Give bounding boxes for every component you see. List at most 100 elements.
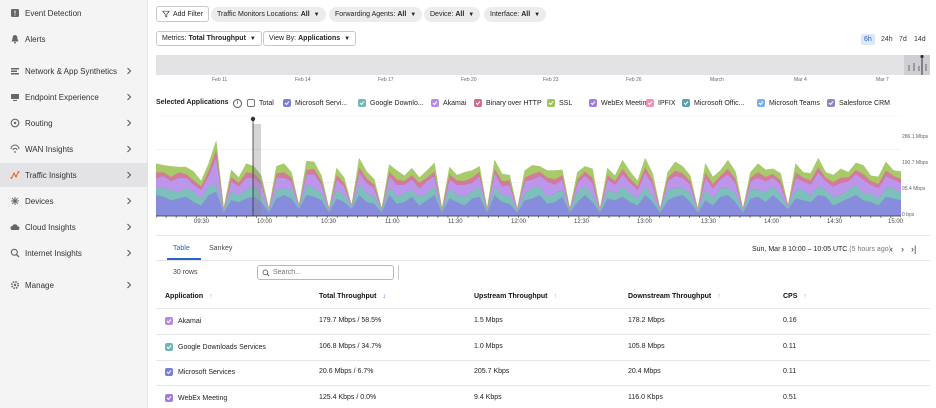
checkbox-icon[interactable]: [757, 99, 765, 107]
x-tick-label: 11:30: [448, 219, 463, 225]
cell-text: 0.11: [783, 368, 797, 375]
sidebar-item-label: Cloud Insights: [25, 222, 76, 232]
overview-tick: March: [710, 77, 724, 83]
sidebar-item-label: Routing: [25, 118, 53, 128]
column-header-upstream-throughput[interactable]: Upstream Throughput ↑: [474, 293, 557, 300]
tab-sankey[interactable]: Sankey: [209, 245, 233, 252]
table-row-application[interactable]: WebEx Meeting: [165, 394, 227, 402]
checkbox-icon[interactable]: [358, 99, 366, 107]
next-arrow-icon[interactable]: ›: [901, 244, 904, 254]
checkbox-icon[interactable]: [431, 99, 439, 107]
checkbox-icon[interactable]: [165, 368, 173, 376]
caret-down-icon: ▼: [344, 35, 351, 42]
legend-item[interactable]: Total: [247, 99, 274, 107]
legend-label: Binary over HTTP: [486, 99, 542, 107]
legend-item[interactable]: Akamai: [431, 99, 466, 107]
info-icon[interactable]: i: [233, 99, 242, 108]
table-row-application[interactable]: Microsoft Services: [165, 368, 235, 376]
checkbox-icon[interactable]: [682, 99, 690, 107]
table-row-application[interactable]: Google Downloads Services: [165, 343, 266, 351]
time-range-7d[interactable]: 7d: [899, 36, 907, 43]
overview-timeline[interactable]: [156, 54, 930, 75]
series-area-4[interactable]: [156, 140, 901, 210]
legend-item[interactable]: SSL: [547, 99, 572, 107]
x-tick-label: 12:30: [574, 219, 590, 225]
filter-chip-traffic-monitors[interactable]: Traffic Monitors Locations: All ▼: [211, 7, 326, 22]
prev-arrow-icon[interactable]: ‹: [890, 244, 893, 254]
search-field[interactable]: [257, 265, 394, 280]
x-tick-label: 10:00: [257, 219, 273, 225]
time-range-14d[interactable]: 14d: [914, 36, 926, 43]
time-window-label: Sun, Mar 8 10:00 – 10:05 UTC (5 hours ag…: [752, 246, 891, 253]
checkbox-icon[interactable]: [646, 99, 654, 107]
legend-item[interactable]: Binary over HTTP: [474, 99, 542, 107]
add-filter-button[interactable]: Add Filter: [156, 6, 209, 22]
sidebar-item-alerts[interactable]: Alerts: [0, 27, 148, 51]
sidebar-item-event-detection[interactable]: Event Detection: [0, 1, 148, 25]
checkbox-icon[interactable]: [283, 99, 291, 107]
x-tick-label: 14:00: [764, 219, 780, 225]
checkbox-icon[interactable]: [247, 99, 255, 107]
table-cell: 1.0 Mbps: [474, 343, 503, 350]
cell-text: 20.6 Mbps / 6.7%: [319, 368, 374, 375]
column-header-cps[interactable]: CPS ↑: [783, 293, 807, 300]
legend-item[interactable]: Salesforce CRM: [827, 99, 890, 107]
checkbox-icon[interactable]: [165, 317, 173, 325]
sidebar-item-cloud-insights[interactable]: Cloud Insights: [0, 215, 148, 239]
legend-item[interactable]: Google Downlo...: [358, 99, 424, 107]
sort-arrow-icon: ↑: [209, 293, 213, 300]
sidebar-item-wan-insights[interactable]: WAN Insights: [0, 137, 148, 161]
sidebar-item-traffic-insights[interactable]: Traffic Insights: [0, 163, 148, 187]
overview-sparkline: [904, 54, 930, 75]
selection-handle[interactable]: [250, 116, 256, 122]
sidebar-item-endpoint-experience[interactable]: Endpoint Experience: [0, 85, 148, 109]
sort-arrow-icon: ↑: [553, 293, 558, 300]
sidebar-item-routing[interactable]: Routing: [0, 111, 148, 135]
legend-item[interactable]: Microsoft Teams: [757, 99, 820, 107]
tab-table[interactable]: Table: [173, 245, 190, 252]
cell-text: 116.0 Kbps: [628, 394, 663, 401]
legend-item[interactable]: WebEx Meeting: [589, 99, 650, 107]
legend-item[interactable]: IPFIX: [646, 99, 676, 107]
table-cell: 9.4 Kbps: [474, 394, 502, 401]
time-range-24h[interactable]: 24h: [881, 36, 893, 43]
sidebar-item-internet-insights[interactable]: Internet Insights: [0, 241, 148, 265]
cell-text: 1.0 Mbps: [474, 343, 503, 350]
checkbox-icon[interactable]: [165, 394, 173, 402]
filter-chip-forwarding-agents[interactable]: Forwarding Agents: All ▼: [329, 7, 423, 22]
checkbox-icon[interactable]: [547, 99, 555, 107]
chevron-right-icon: [127, 119, 132, 127]
search-input[interactable]: [273, 269, 383, 276]
chevron-right-icon: [127, 281, 132, 289]
table-cell: 20.6 Mbps / 6.7%: [319, 368, 373, 375]
sidebar-item-label: Manage: [25, 280, 54, 290]
checkbox-icon[interactable]: [474, 99, 482, 107]
viewby-select[interactable]: View By: Applications ▼: [263, 31, 357, 46]
sidebar-item-manage[interactable]: Manage: [0, 273, 148, 297]
column-header-downstream-throughput[interactable]: Downstream Throughput ↑: [628, 293, 721, 300]
latest-arrow-icon[interactable]: ›|: [911, 244, 917, 254]
x-tick-label: 12:00: [511, 219, 527, 225]
y-tick-label: 95.4 Mbps: [902, 186, 926, 192]
selection-window[interactable]: [253, 124, 261, 216]
checkbox-icon[interactable]: [589, 99, 597, 107]
overview-tick: Feb 17: [378, 77, 394, 83]
sidebar-item-devices[interactable]: Devices: [0, 189, 148, 213]
filter-chip-interface[interactable]: Interface: All ▼: [484, 7, 547, 22]
legend-item[interactable]: Microsoft Offic...: [682, 99, 744, 107]
checkbox-icon[interactable]: [165, 343, 173, 351]
overview-tick: Feb 23: [543, 77, 559, 83]
legend-item[interactable]: Microsoft Servi...: [283, 99, 347, 107]
column-header-total-throughput[interactable]: Total Throughput ↓: [319, 293, 386, 300]
table-row-application[interactable]: Akamai: [165, 317, 201, 325]
chevron-right-icon: [127, 145, 132, 153]
event-icon: [10, 8, 20, 18]
column-header-application[interactable]: Application ↑: [165, 293, 213, 300]
sidebar-item-network-app-synthetics[interactable]: Network & App Synthetics: [0, 59, 148, 83]
time-range-6h[interactable]: 6h: [861, 34, 875, 45]
metrics-select[interactable]: Metrics: Total Throughput ▼: [156, 31, 262, 46]
checkbox-icon[interactable]: [827, 99, 835, 107]
filter-chip-device[interactable]: Device: All ▼: [424, 7, 481, 22]
table-cell: 1.5 Mbps: [474, 317, 503, 324]
throughput-chart[interactable]: [156, 116, 901, 218]
